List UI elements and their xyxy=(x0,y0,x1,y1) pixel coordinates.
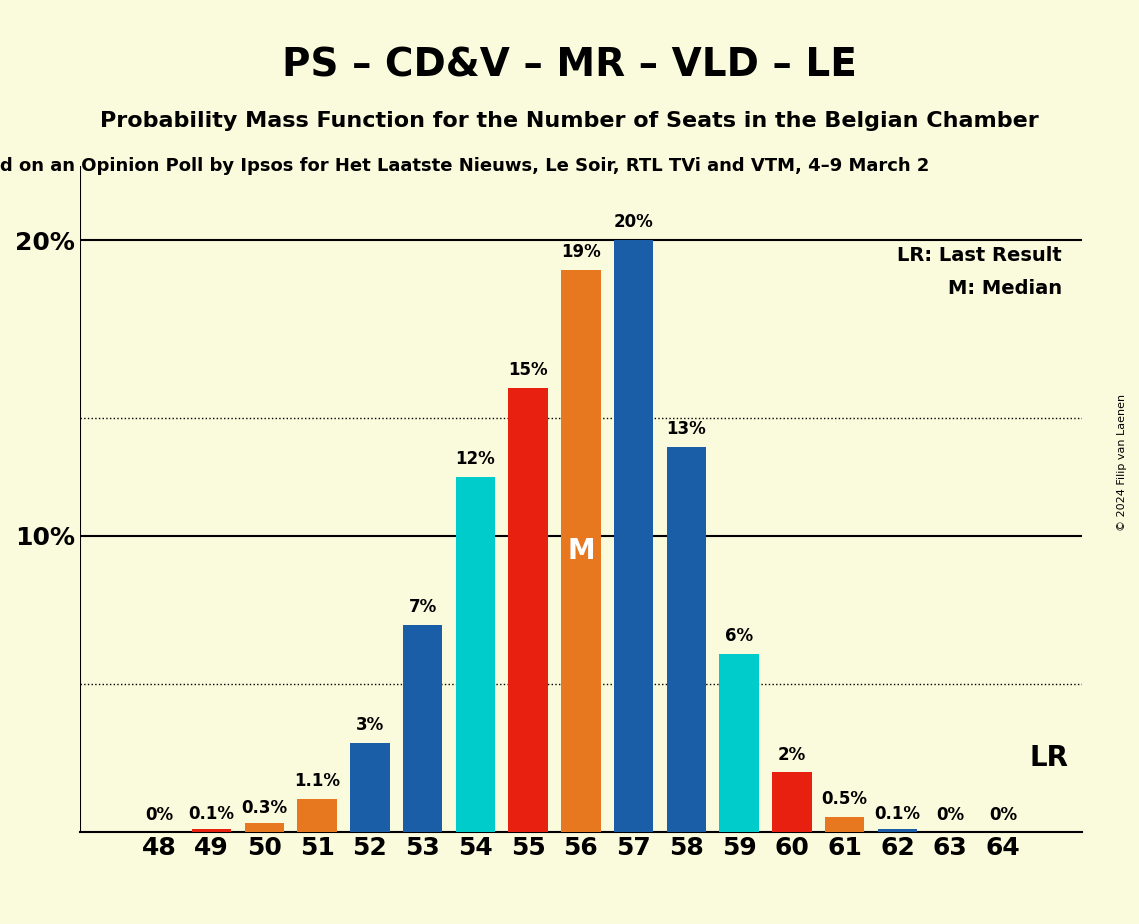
Text: 15%: 15% xyxy=(508,361,548,379)
Text: 13%: 13% xyxy=(666,420,706,438)
Bar xyxy=(878,829,917,832)
Text: PS – CD&V – MR – VLD – LE: PS – CD&V – MR – VLD – LE xyxy=(282,46,857,84)
Bar xyxy=(191,829,231,832)
Bar xyxy=(666,447,706,832)
Text: LR: Last Result: LR: Last Result xyxy=(898,246,1062,265)
Text: LR: LR xyxy=(1030,744,1068,772)
Text: 7%: 7% xyxy=(409,598,436,615)
Text: 6%: 6% xyxy=(726,627,753,645)
Text: d on an Opinion Poll by Ipsos for Het Laatste Nieuws, Le Soir, RTL TVi and VTM, : d on an Opinion Poll by Ipsos for Het La… xyxy=(0,157,929,175)
Bar xyxy=(772,772,812,832)
Bar xyxy=(720,654,759,832)
Text: 0%: 0% xyxy=(936,807,965,824)
Text: 0%: 0% xyxy=(145,807,173,824)
Text: © 2024 Filip van Laenen: © 2024 Filip van Laenen xyxy=(1117,394,1126,530)
Text: 0%: 0% xyxy=(989,807,1017,824)
Text: M: M xyxy=(567,537,595,565)
Text: 12%: 12% xyxy=(456,450,495,468)
Text: 0.5%: 0.5% xyxy=(821,790,868,808)
Bar xyxy=(508,388,548,832)
Bar xyxy=(562,270,600,832)
Text: 0.3%: 0.3% xyxy=(241,799,287,817)
Text: 20%: 20% xyxy=(614,213,654,231)
Text: Probability Mass Function for the Number of Seats in the Belgian Chamber: Probability Mass Function for the Number… xyxy=(100,111,1039,131)
Bar xyxy=(350,743,390,832)
Bar xyxy=(614,240,654,832)
Bar xyxy=(245,822,284,832)
Bar xyxy=(456,477,495,832)
Bar xyxy=(825,817,865,832)
Text: 3%: 3% xyxy=(355,716,384,734)
Text: 0.1%: 0.1% xyxy=(875,805,920,822)
Text: M: Median: M: Median xyxy=(948,279,1062,298)
Bar xyxy=(297,799,337,832)
Text: 2%: 2% xyxy=(778,746,806,763)
Text: 1.1%: 1.1% xyxy=(294,772,341,790)
Text: 19%: 19% xyxy=(562,243,600,261)
Text: 0.1%: 0.1% xyxy=(189,805,235,822)
Bar xyxy=(403,625,442,832)
